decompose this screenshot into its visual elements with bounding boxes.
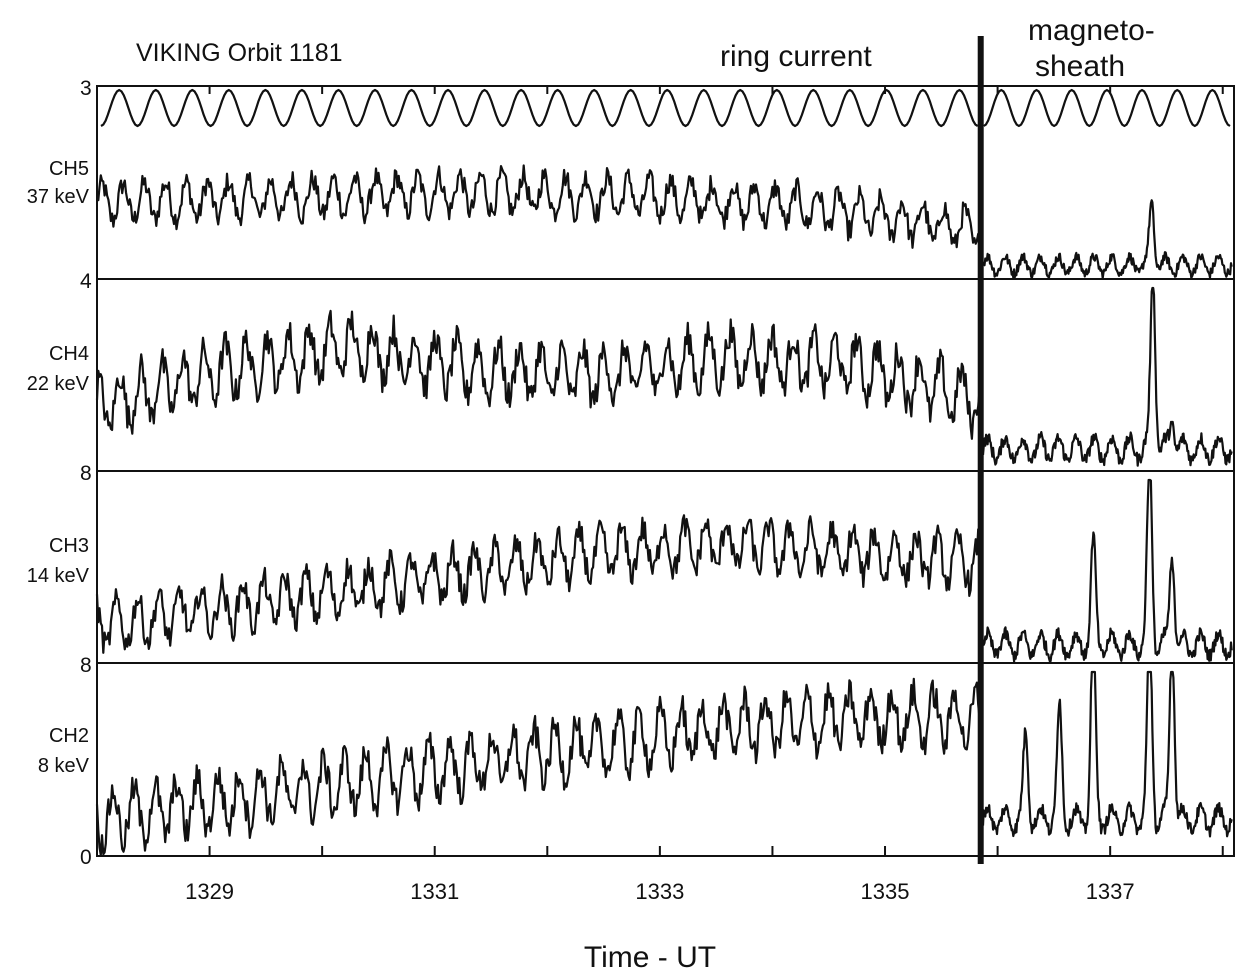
region-label-magnetosheath-1: magneto- <box>1028 14 1155 47</box>
x-axis-ticks: 1329 1331 1333 1335 1337 <box>96 86 1224 904</box>
trace-ch2-ring-current <box>95 677 982 857</box>
x-tick-label: 1329 <box>185 879 234 904</box>
trace-ch5-ring-current <box>96 164 982 249</box>
x-tick-label: 1333 <box>635 879 684 904</box>
x-tick-label: 1335 <box>861 879 910 904</box>
channel-name-ch3: CH3 <box>49 535 89 557</box>
trace-ch4-ring-current <box>95 309 982 440</box>
x-tick-label: 1331 <box>410 879 459 904</box>
scale-label-ch4: 8 <box>80 462 92 485</box>
trace-ch4-magnetosheath <box>981 286 1233 467</box>
chart-title: VIKING Orbit 1181 <box>136 39 343 67</box>
trace-ch3-ring-current <box>95 514 982 654</box>
trace-ch2-magnetosheath <box>981 670 1233 838</box>
region-label-magnetosheath-2: sheath <box>1035 50 1125 83</box>
scale-label-ch2: 0 <box>80 846 92 869</box>
scale-label-ch3: 8 <box>80 654 92 677</box>
trace-ch3-magnetosheath <box>981 478 1233 663</box>
x-axis-label: Time - UT <box>584 941 716 974</box>
channel-energy-ch3: 14 keV <box>27 565 90 587</box>
region-label-ring-current: ring current <box>720 40 872 73</box>
scale-label-ch5: 4 <box>80 270 92 293</box>
scale-label-top: 3 <box>80 77 92 100</box>
x-tick-label: 1337 <box>1086 879 1135 904</box>
channel-name-ch2: CH2 <box>49 725 89 747</box>
channel-energy-ch2: 8 keV <box>38 755 90 777</box>
channel-name-ch5: CH5 <box>49 158 89 180</box>
channel-energy-ch4: 22 keV <box>27 373 90 395</box>
flux-traces <box>95 164 1233 857</box>
trace-ch5-magnetosheath <box>981 199 1233 280</box>
spin-reference-strip <box>100 88 1231 128</box>
channel-name-ch4: CH4 <box>49 343 89 365</box>
spin-reference-wave <box>100 88 1231 128</box>
channel-energy-ch5: 37 keV <box>27 186 90 208</box>
